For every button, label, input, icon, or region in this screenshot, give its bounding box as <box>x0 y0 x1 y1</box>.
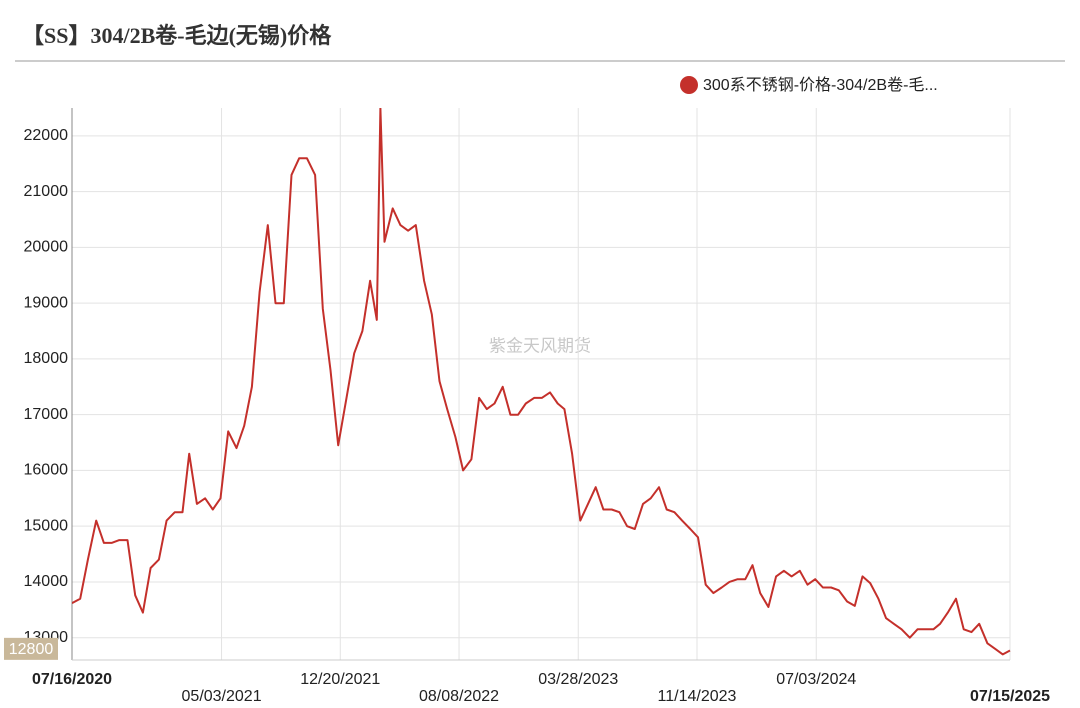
x-tick-label: 11/14/2023 <box>658 688 737 705</box>
y-tick-label: 19000 <box>24 294 69 311</box>
x-tick-label: 07/15/2025 <box>970 688 1050 705</box>
x-tick-label: 12/20/2021 <box>300 671 380 688</box>
y-tick-label: 20000 <box>24 239 69 256</box>
y-tick-label: 17000 <box>24 406 69 423</box>
y-tick-label: 14000 <box>24 573 69 590</box>
y-tick-label: 22000 <box>24 127 69 144</box>
price-line <box>72 108 1011 656</box>
y-tick-label: 15000 <box>24 517 69 534</box>
watermark: 紫金天风期货 <box>489 336 591 355</box>
plot <box>72 108 1011 656</box>
legend-label: 300系不锈钢-价格-304/2B卷-毛... <box>703 76 938 94</box>
y-tick-label: 18000 <box>24 350 69 367</box>
y-marker-label: 12800 <box>9 641 54 658</box>
chart-title: 【SS】304/2B卷-毛边(无锡)价格 <box>22 23 332 48</box>
x-tick-label: 07/16/2020 <box>32 671 112 688</box>
y-tick-label: 21000 <box>24 183 69 200</box>
x-tick-label: 03/28/2023 <box>538 671 618 688</box>
x-tick-label: 05/03/2021 <box>182 688 262 705</box>
y-tick-label: 16000 <box>24 462 69 479</box>
x-tick-label: 07/03/2024 <box>776 671 856 688</box>
y-marker-box <box>4 637 58 660</box>
legend-marker <box>680 76 698 94</box>
x-tick-label: 08/08/2022 <box>419 688 499 705</box>
